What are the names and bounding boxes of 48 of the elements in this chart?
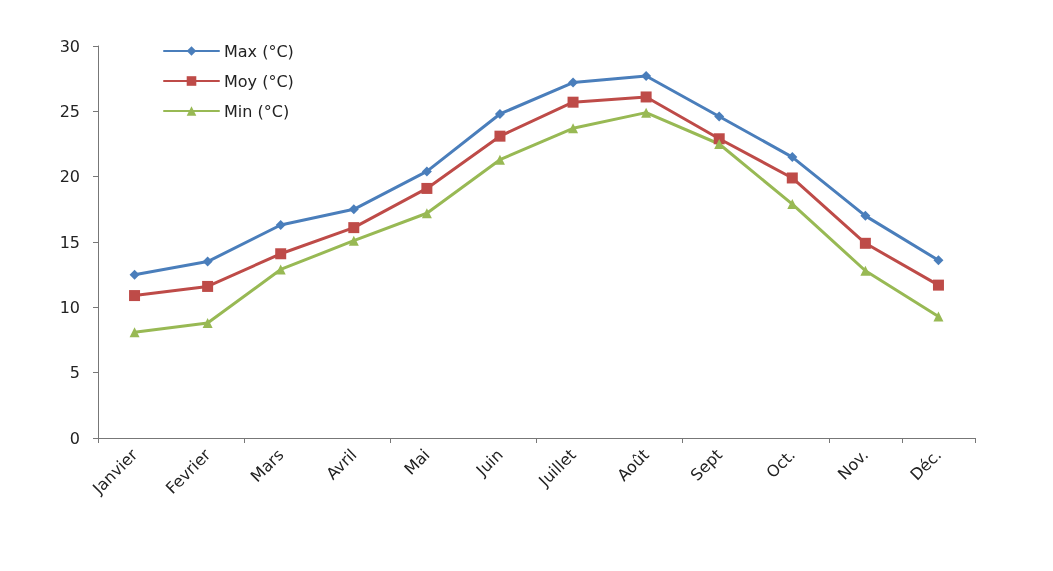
point [859,237,871,249]
legend-label: Min (°C) [224,101,290,121]
point [713,133,725,145]
y-tick-label: 15 [59,232,80,252]
point [494,130,506,142]
point [421,166,432,177]
point [348,235,359,246]
point [567,96,579,108]
point [129,269,140,280]
point [129,290,141,302]
y-tick-label: 25 [59,101,80,121]
x-tick-label: Nov. [833,445,873,484]
point [860,265,871,276]
point [932,279,944,291]
legend-label: Max (°C) [224,41,294,61]
y-tick-label: 30 [59,36,80,56]
point [202,280,214,292]
y-tick-label: 20 [59,167,80,187]
point [202,256,213,267]
point [275,220,286,231]
point [787,152,798,163]
point [568,77,579,88]
point [860,210,871,221]
point [275,264,286,275]
point [933,311,944,322]
point [348,222,360,234]
point [421,208,432,219]
x-tick-label: Oct. [762,445,800,482]
point [494,108,505,119]
x-tick-label: Mai [400,445,434,479]
point [933,255,944,266]
point [348,204,359,215]
point [714,111,725,122]
y-tick-label: 5 [69,363,80,383]
y-tick-label: 10 [59,297,80,317]
point [641,107,652,118]
x-tick-label: Déc. [906,445,946,485]
point [202,318,213,329]
point [641,71,652,82]
point [275,248,287,260]
point [568,123,579,134]
point [494,154,505,165]
legend-label: Moy (°C) [224,71,294,91]
point [786,172,798,184]
point [129,327,140,338]
y-tick-label: 0 [69,428,80,448]
point [640,91,652,103]
point [421,182,433,194]
